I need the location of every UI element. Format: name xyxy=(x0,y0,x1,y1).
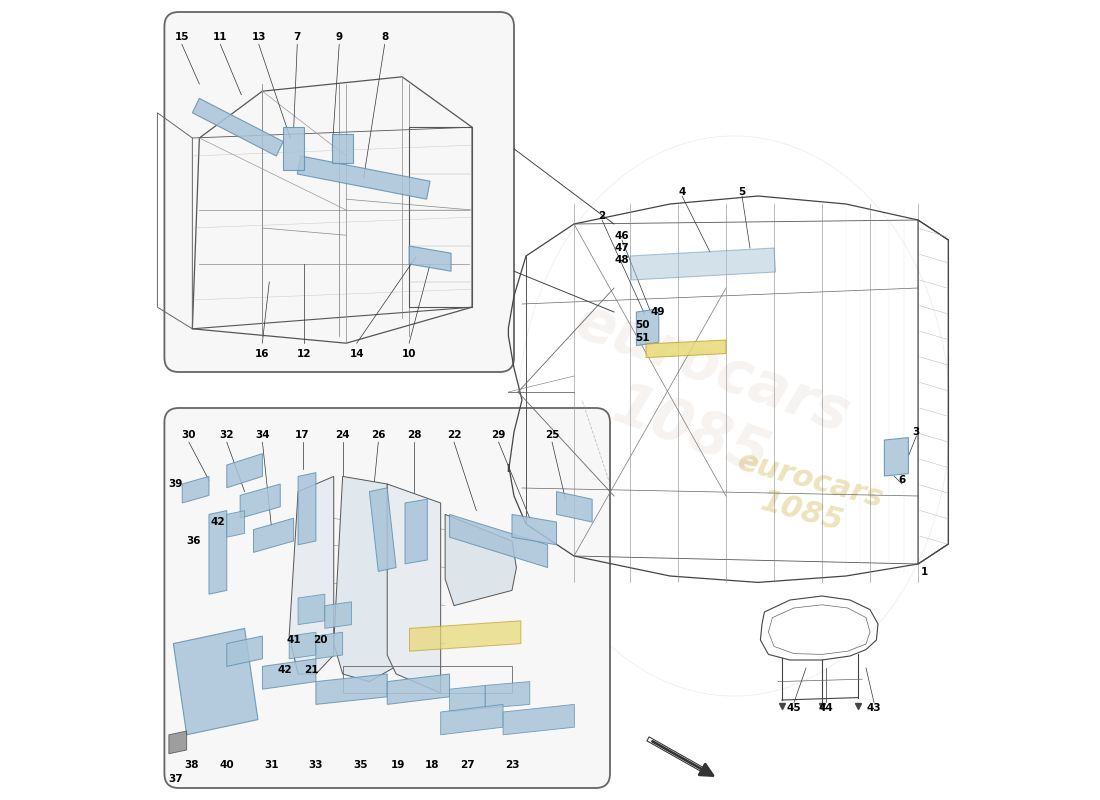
Polygon shape xyxy=(450,514,548,568)
Text: 33: 33 xyxy=(309,760,323,770)
Text: 26: 26 xyxy=(371,430,385,440)
Polygon shape xyxy=(332,134,353,163)
Polygon shape xyxy=(409,246,451,271)
FancyBboxPatch shape xyxy=(164,408,610,788)
Polygon shape xyxy=(503,705,574,734)
Polygon shape xyxy=(169,731,187,754)
Text: 41: 41 xyxy=(286,635,301,645)
Polygon shape xyxy=(227,510,244,538)
Polygon shape xyxy=(409,621,521,651)
Polygon shape xyxy=(316,674,387,705)
Text: 39: 39 xyxy=(168,479,183,489)
Polygon shape xyxy=(324,602,352,629)
Polygon shape xyxy=(263,659,316,689)
Polygon shape xyxy=(405,499,427,564)
Polygon shape xyxy=(289,477,333,674)
Text: 18: 18 xyxy=(425,760,439,770)
Text: 42: 42 xyxy=(277,666,292,675)
Text: 27: 27 xyxy=(460,760,475,770)
Polygon shape xyxy=(227,636,263,666)
Text: 10: 10 xyxy=(402,349,417,359)
Text: 46: 46 xyxy=(615,231,629,241)
Text: 47: 47 xyxy=(615,243,629,253)
Text: 29: 29 xyxy=(492,430,506,440)
Text: 2: 2 xyxy=(598,211,606,221)
Polygon shape xyxy=(557,491,592,522)
Text: 48: 48 xyxy=(615,255,629,265)
Polygon shape xyxy=(646,340,726,358)
Text: 3: 3 xyxy=(913,427,920,437)
Polygon shape xyxy=(370,488,396,571)
Text: 49: 49 xyxy=(651,307,666,317)
Polygon shape xyxy=(441,705,503,734)
Polygon shape xyxy=(183,477,209,503)
Text: 42: 42 xyxy=(210,517,225,527)
Text: 14: 14 xyxy=(350,349,364,359)
Text: 24: 24 xyxy=(336,430,350,440)
Text: 51: 51 xyxy=(636,333,650,342)
Polygon shape xyxy=(446,514,516,606)
Text: 11: 11 xyxy=(213,32,228,42)
Text: 37: 37 xyxy=(168,774,183,783)
Text: 36: 36 xyxy=(186,536,200,546)
Polygon shape xyxy=(284,127,305,170)
Text: 23: 23 xyxy=(505,760,519,770)
Text: 7: 7 xyxy=(294,32,301,42)
Polygon shape xyxy=(227,454,263,488)
Text: 6: 6 xyxy=(899,475,905,485)
Text: 17: 17 xyxy=(295,430,310,440)
Text: 31: 31 xyxy=(264,760,278,770)
Polygon shape xyxy=(450,686,485,712)
Text: 38: 38 xyxy=(184,760,198,770)
Text: 16: 16 xyxy=(255,349,270,359)
Text: 25: 25 xyxy=(544,430,559,440)
Polygon shape xyxy=(333,477,396,682)
Text: 13: 13 xyxy=(252,32,266,42)
Text: 45: 45 xyxy=(786,703,801,713)
Polygon shape xyxy=(298,594,324,625)
Polygon shape xyxy=(240,484,280,518)
Polygon shape xyxy=(298,473,316,545)
Text: 15: 15 xyxy=(175,32,189,42)
Text: 30: 30 xyxy=(182,430,196,440)
Polygon shape xyxy=(209,510,227,594)
Polygon shape xyxy=(884,438,909,476)
Text: 20: 20 xyxy=(314,635,328,645)
Text: 34: 34 xyxy=(255,430,270,440)
Text: 22: 22 xyxy=(447,430,461,440)
Polygon shape xyxy=(297,156,430,199)
Polygon shape xyxy=(485,682,530,708)
Text: 1: 1 xyxy=(921,567,928,577)
Text: eurocars
1085: eurocars 1085 xyxy=(725,446,887,546)
FancyBboxPatch shape xyxy=(164,12,514,372)
Text: 50: 50 xyxy=(636,320,650,330)
Text: 28: 28 xyxy=(407,430,421,440)
Polygon shape xyxy=(192,98,284,156)
Text: 40: 40 xyxy=(220,760,234,770)
Text: 21: 21 xyxy=(305,666,319,675)
Polygon shape xyxy=(316,632,342,659)
Text: 9: 9 xyxy=(336,32,343,42)
Text: 5: 5 xyxy=(738,187,746,197)
Polygon shape xyxy=(387,674,450,705)
Polygon shape xyxy=(630,248,776,280)
Text: 35: 35 xyxy=(353,760,367,770)
Text: 19: 19 xyxy=(392,760,406,770)
Text: 32: 32 xyxy=(220,430,234,440)
Polygon shape xyxy=(637,309,659,346)
Polygon shape xyxy=(387,484,441,693)
Text: eurocars
1085: eurocars 1085 xyxy=(546,293,858,507)
Text: 4: 4 xyxy=(679,187,685,197)
Text: 8: 8 xyxy=(381,32,388,42)
Polygon shape xyxy=(174,629,258,734)
Text: 43: 43 xyxy=(867,703,881,713)
Polygon shape xyxy=(253,518,294,552)
Polygon shape xyxy=(289,632,316,659)
Text: 12: 12 xyxy=(297,349,311,359)
Polygon shape xyxy=(512,514,557,545)
Text: 44: 44 xyxy=(818,703,834,713)
